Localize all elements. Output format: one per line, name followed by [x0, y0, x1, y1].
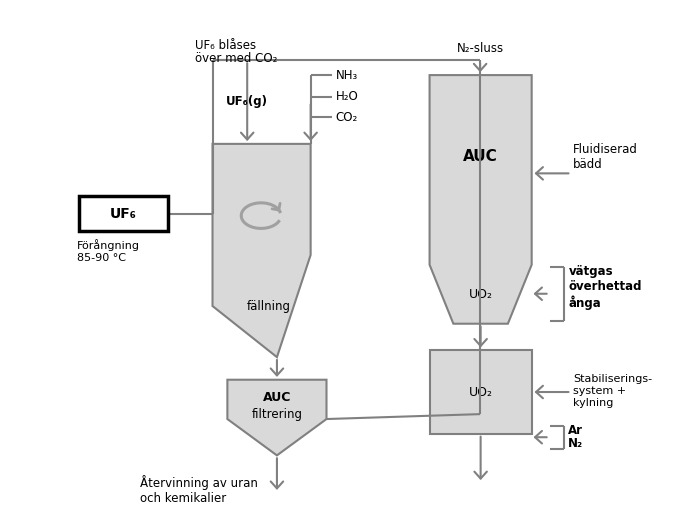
- Polygon shape: [227, 380, 327, 456]
- Text: UF₆(g): UF₆(g): [226, 94, 268, 108]
- Text: AUC: AUC: [463, 149, 498, 164]
- Text: filtrering: filtrering: [251, 408, 302, 421]
- Text: CO₂: CO₂: [335, 111, 358, 124]
- Text: H₂O: H₂O: [335, 90, 358, 103]
- Text: Ar: Ar: [568, 424, 583, 437]
- FancyBboxPatch shape: [79, 196, 168, 231]
- Bar: [429, 350, 532, 434]
- Text: UF₆ blåses: UF₆ blåses: [194, 40, 256, 52]
- Text: NH₃: NH₃: [335, 69, 358, 82]
- Polygon shape: [213, 144, 310, 357]
- Text: N₂-sluss: N₂-sluss: [456, 43, 504, 55]
- Text: UO₂: UO₂: [468, 385, 493, 399]
- Text: UF₆: UF₆: [110, 207, 137, 221]
- Text: N₂: N₂: [568, 437, 583, 450]
- Text: Fluidiserad
bädd: Fluidiserad bädd: [573, 144, 638, 171]
- Text: Förångning
85-90 °C: Förångning 85-90 °C: [77, 239, 140, 263]
- Text: fällning: fällning: [247, 300, 291, 312]
- Text: Stabiliserings-
system +
kylning: Stabiliserings- system + kylning: [573, 374, 653, 407]
- Text: vätgas
överhettad
ånga: vätgas överhettad ånga: [568, 265, 642, 310]
- Text: AUC: AUC: [263, 391, 291, 404]
- Text: Återvinning av uran
och kemikalier: Återvinning av uran och kemikalier: [140, 475, 258, 505]
- Text: över med CO₂: över med CO₂: [194, 52, 277, 65]
- Polygon shape: [429, 75, 532, 324]
- Text: UO₂: UO₂: [468, 288, 493, 301]
